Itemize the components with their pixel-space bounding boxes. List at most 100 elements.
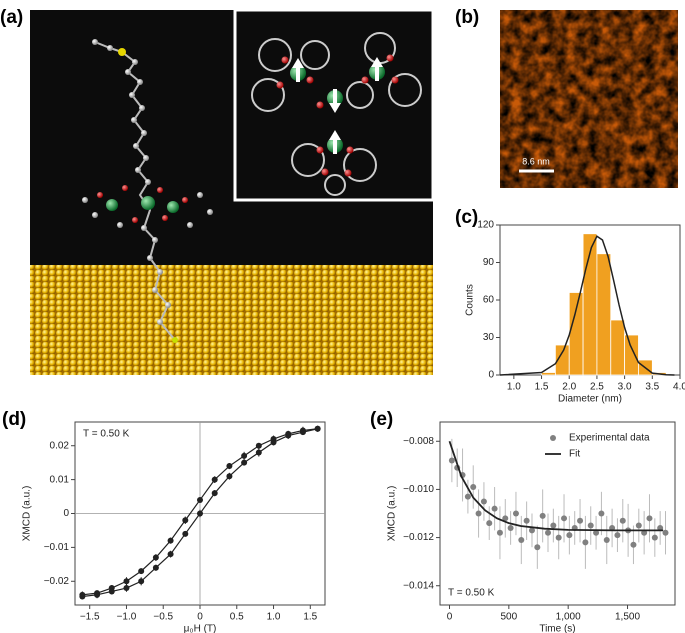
y-tick-label: 90 [483,257,495,268]
data-point [491,505,498,512]
legend-label: Fit [569,449,580,460]
panel-label: (c) [455,207,478,228]
y-tick-label: 30 [483,332,495,343]
data-point [528,527,535,534]
data-point [614,532,621,539]
data-point [167,551,174,558]
y-tick-label: −0.008 [403,436,434,447]
x-tick-label: 2.0 [562,382,576,393]
y-tick-label: 60 [483,295,495,306]
data-point [657,524,664,531]
data-point [502,515,509,522]
histogram-bar [596,253,612,376]
data-point [603,536,610,543]
plot-frame [439,421,676,606]
y-tick-label: 0.02 [50,440,70,451]
data-point [79,593,86,600]
molecule-render [30,8,435,375]
data-point [587,522,594,529]
data-point [518,536,525,543]
data-point [123,578,130,585]
data-point [550,522,557,529]
histogram-bar [610,319,626,376]
data-point [255,442,262,449]
data-point [299,429,306,436]
data-point [534,544,541,551]
data-point [566,532,573,539]
data-point [507,524,514,531]
x-axis-label: μ₀H (T) [184,624,217,633]
data-point [241,452,248,459]
data-point [646,515,653,522]
data-point [314,425,321,432]
histogram-bar [541,372,556,376]
y-tick-label: −0.012 [403,532,434,543]
panel-label: (d) [2,409,26,430]
data-point [598,510,605,517]
data-point [619,517,626,524]
x-tick-label: −0.5 [153,612,173,623]
data-point [152,564,159,571]
y-tick-label: −0.010 [403,484,434,495]
y-tick-label: 0 [488,370,494,381]
x-tick-label: 1.5 [303,612,317,623]
series-line [448,440,664,532]
fit-line [499,235,675,376]
data-point [561,515,568,522]
x-axis-label: Diameter (nm) [558,394,622,405]
data-point [577,517,584,524]
y-tick-label: 0 [63,508,69,519]
annotation: T = 0.50 K [83,429,130,440]
y-axis-label: XMCD (a.u.) [387,486,398,542]
x-tick-label: 1,500 [615,612,640,623]
x-tick-label: −1.0 [117,612,137,623]
data-point [285,432,292,439]
data-point [641,529,648,536]
x-tick-label: 2.5 [590,382,604,393]
data-point [226,463,233,470]
data-point [182,530,189,537]
x-tick-label: 3.0 [618,382,632,393]
legend-label: Experimental data [569,433,650,444]
data-point [593,529,600,536]
data-point [211,476,218,483]
x-tick-label: 3.5 [645,382,659,393]
data-point [123,585,130,592]
x-tick-label: 0 [447,612,453,623]
data-point [651,534,658,541]
data-point [496,529,503,536]
data-point [152,554,159,561]
data-point [555,534,562,541]
histogram-bar [568,292,584,376]
data-point [255,449,262,456]
panel-label: (b) [455,7,479,28]
data-point [662,529,669,536]
x-tick-label: 1.0 [267,612,281,623]
x-tick-label: 0 [197,612,203,623]
data-point [539,512,546,519]
y-tick-label: −0.01 [44,542,70,553]
data-point [464,493,471,500]
data-point [512,510,519,517]
legend-swatch [550,435,556,441]
data-point [582,539,589,546]
x-tick-label: −1.5 [80,612,100,623]
panel-label: (e) [370,409,393,430]
panel-label: (a) [0,7,23,28]
y-axis-label: XMCD (a.u.) [22,486,33,542]
data-point [448,457,455,464]
data-point [475,510,482,517]
data-point [94,591,101,598]
annotation: T = 0.50 K [448,588,495,599]
data-point [270,439,277,446]
y-axis-label: Counts [465,284,476,316]
data-point [480,498,487,505]
data-point [241,459,248,466]
data-point [486,520,493,527]
x-tick-label: 1.5 [535,382,549,393]
data-point [167,537,174,544]
data-point [108,588,115,595]
histogram-bar [624,334,639,376]
data-point [630,541,637,548]
x-tick-label: 4.0 [673,382,685,393]
